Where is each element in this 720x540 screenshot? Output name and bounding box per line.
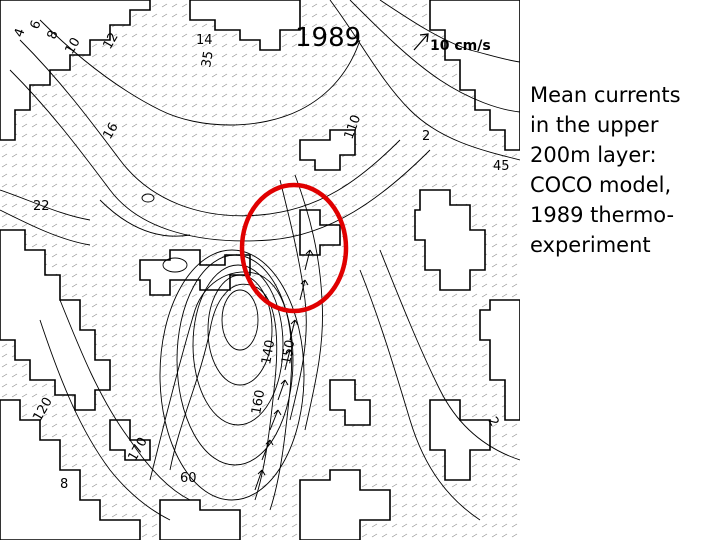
caption: Mean currents in the upper 200m layer: C… [530, 80, 715, 260]
contour-lines [0, 0, 520, 521]
contour-label: 140 [259, 339, 278, 366]
highlight-circle [239, 182, 349, 314]
contour-label: 45 [493, 159, 510, 174]
contour-label: 10 [62, 35, 83, 57]
caption-line: COCO model, [530, 173, 672, 197]
caption-line: in the upper [530, 113, 659, 137]
year-label: 1989 [295, 23, 361, 53]
boundary-current-arrows [254, 249, 314, 491]
contour-label: 16 [100, 120, 121, 142]
scale-arrow [413, 33, 429, 51]
caption-line: experiment [530, 233, 651, 257]
caption-line: 200m layer: [530, 143, 657, 167]
contour-label: 150 [279, 339, 298, 366]
contour-label: 8 [60, 477, 68, 492]
ocean-current-map: 14 12 10 8 6 4 35 16 22 2 45 110 140 150… [0, 0, 520, 540]
coastlines [0, 0, 520, 540]
scale-arrow-label: 10 cm/s [430, 38, 491, 54]
contour-label: 14 [196, 33, 213, 48]
caption-line: Mean currents [530, 83, 681, 107]
contour-label: 12 [100, 30, 121, 52]
caption-line: 1989 thermo- [530, 203, 675, 227]
contour-label: 35 [199, 50, 217, 69]
contour-label: 160 [249, 389, 268, 416]
contour-label: 22 [33, 199, 50, 214]
contour-label: 60 [180, 471, 197, 486]
contour-label: 2 [422, 129, 430, 144]
